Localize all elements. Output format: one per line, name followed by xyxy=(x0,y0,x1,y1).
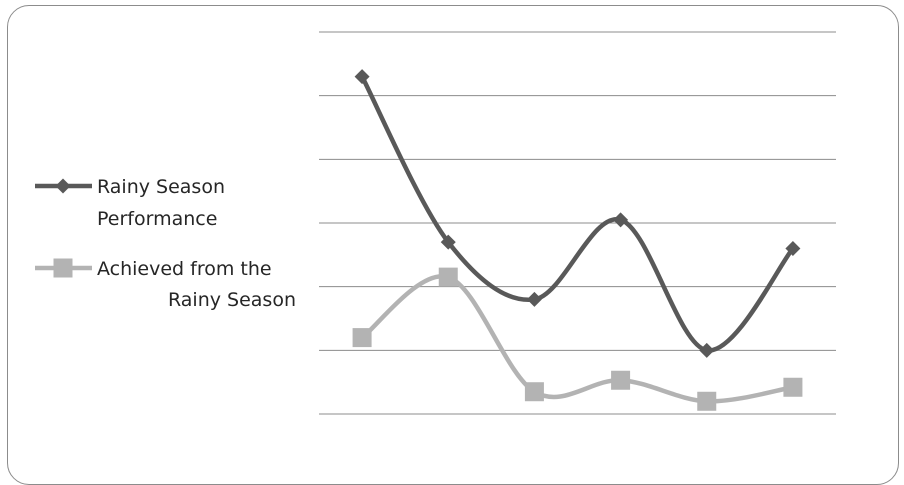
legend-marker xyxy=(53,258,73,278)
data-point xyxy=(697,391,717,411)
data-point xyxy=(438,267,458,287)
data-point xyxy=(785,240,801,256)
data-point xyxy=(524,382,544,402)
series-lines xyxy=(359,74,796,404)
legend-label: Achieved from the xyxy=(97,258,272,280)
series-markers xyxy=(352,69,803,411)
data-point xyxy=(699,342,715,358)
gridlines xyxy=(319,31,836,415)
data-point xyxy=(611,370,631,390)
data-point xyxy=(352,328,372,348)
legend-marker xyxy=(55,178,71,194)
data-point xyxy=(613,212,629,228)
legend-label: Performance xyxy=(97,208,217,230)
legend-label: Rainy Season xyxy=(97,176,225,198)
data-point xyxy=(440,234,456,250)
legend: Rainy Season Performance Achieved from the… xyxy=(35,176,296,311)
data-point xyxy=(354,69,370,85)
data-point xyxy=(526,291,542,307)
series-line xyxy=(359,74,796,353)
legend-label: Rainy Season xyxy=(168,289,296,311)
data-point xyxy=(783,377,803,397)
